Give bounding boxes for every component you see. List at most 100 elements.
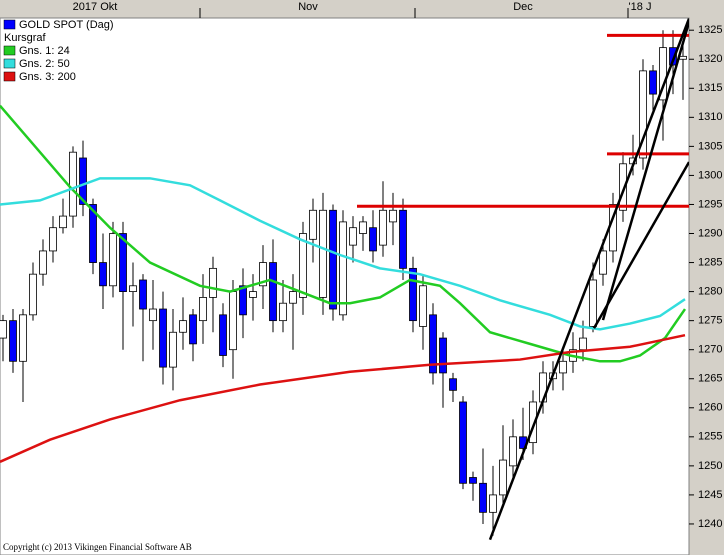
candle-body [49,227,57,252]
candle-body [409,267,417,322]
candle-body [239,285,247,316]
trend-line [488,18,689,541]
candle-body [289,291,297,304]
legend-label: Gns. 2: 50 [19,58,70,70]
candle-body [649,70,657,95]
candle-body [229,291,237,351]
candle-body [429,314,437,374]
candle-body [0,320,7,339]
candle-body [389,209,397,223]
month-label: Dec [513,1,533,13]
legend-swatch [3,45,16,56]
candle-body [139,279,147,310]
candle-body [219,314,227,356]
candle-body [639,70,647,159]
top-strip [0,0,724,18]
candle-body [449,378,457,391]
candle-body [339,221,347,316]
y-tick-label: 1255 [698,431,722,443]
y-tick-label: 1250 [698,460,722,472]
candle-body [249,291,257,298]
candle-body [79,157,87,205]
candle-body [679,55,687,60]
y-tick-label: 1240 [698,518,722,530]
y-tick-label: 1280 [698,286,722,298]
candle-body [439,337,447,374]
legend-note: Kursgraf [4,32,47,44]
candle-body [69,151,77,217]
candle-body [189,314,197,345]
moving-average [0,104,687,363]
candle-body [309,209,317,240]
candle-body [499,459,507,496]
candle-body [359,221,367,234]
candle-body [299,233,307,298]
candle-body [599,250,607,275]
candle-body [269,262,277,322]
candle-body [149,308,157,322]
candle-body [589,279,597,327]
candle-body [179,320,187,333]
candle-body [259,262,267,287]
y-tick-label: 1295 [698,198,722,210]
trend-line [601,21,689,321]
legend-label: GOLD SPOT (Dag) [19,19,114,31]
y-tick-label: 1320 [698,53,722,65]
candle-body [469,477,477,484]
month-label: '18 J [629,1,652,13]
month-label: 2017 Okt [73,1,118,13]
legend-label: Gns. 3: 200 [19,71,76,83]
candle-body [419,285,427,327]
candle-body [59,215,67,229]
candle-body [159,308,167,368]
candle-body [279,302,287,322]
candle-body [509,436,517,467]
legend-swatch [3,19,16,30]
candle-body [209,267,217,298]
candle-body [119,233,127,292]
month-label: Nov [298,1,318,13]
candle-body [369,227,377,252]
candle-body [319,209,327,298]
y-tick-label: 1260 [698,402,722,414]
moving-average [0,333,686,463]
candle-body [29,273,37,316]
candle-body [19,314,27,362]
y-tick-label: 1310 [698,111,722,123]
candle-body [329,209,337,310]
candle-body [169,331,177,368]
candle-body [199,297,207,322]
y-tick-label: 1285 [698,256,722,268]
candle-body [559,360,567,374]
candle-body [479,482,487,513]
candle-body [129,285,137,292]
candle-body [379,209,387,246]
y-tick-label: 1290 [698,227,722,239]
legend-swatch [3,71,16,82]
y-tick-label: 1305 [698,140,722,152]
y-tick-label: 1300 [698,169,722,181]
candle-body [399,209,407,269]
candle-body [579,337,587,351]
candle-body [39,250,47,275]
right-axis [690,18,724,555]
y-tick-label: 1325 [698,24,722,36]
candle-body [89,204,97,263]
y-tick-label: 1315 [698,82,722,94]
y-tick-label: 1275 [698,315,722,327]
legend-swatch [3,58,16,69]
candle-body [669,47,677,66]
candle-body [489,494,497,513]
candle-body [659,47,667,101]
copyright: Copyright (c) 2013 Vikingen Financial So… [3,542,192,552]
candle-body [9,320,17,362]
y-tick-label: 1245 [698,489,722,501]
plot-layer [0,18,689,541]
y-tick-label: 1265 [698,373,722,385]
candle-body [529,401,537,444]
candle-body [349,227,357,246]
y-tick-label: 1270 [698,344,722,356]
candle-body [109,233,117,287]
legend-label: Gns. 1: 24 [19,45,70,57]
